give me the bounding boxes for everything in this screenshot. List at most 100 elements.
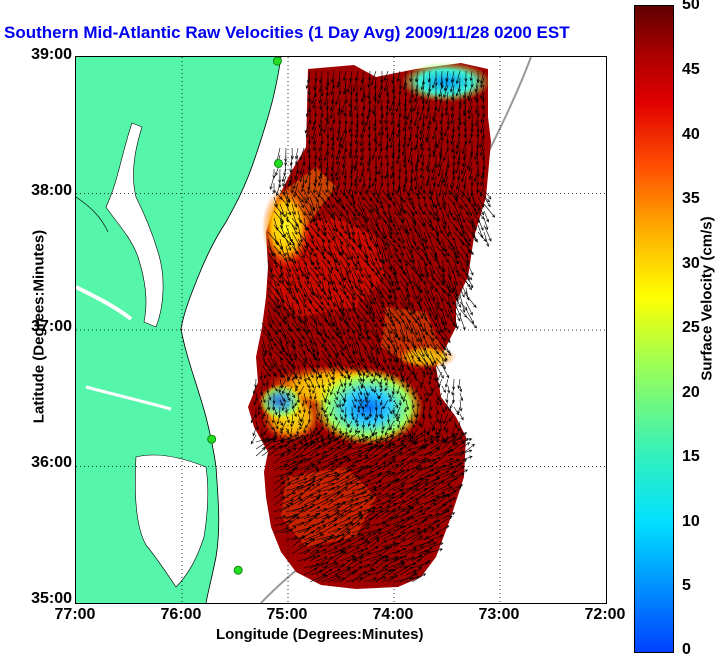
velocity-arrow [307,147,312,159]
velocity-arrow [291,498,304,506]
velocity-arrow [360,91,365,103]
velocity-arrow [339,510,353,520]
velocity-arrow [374,141,378,152]
velocity-arrow [399,448,412,457]
velocity-arrow [361,420,366,429]
velocity-arrow [356,420,360,428]
velocity-arrow [327,357,336,372]
velocity-arrow [357,568,376,576]
velocity-arrow [297,294,306,309]
velocity-arrow [473,168,479,183]
velocity-arrow [462,154,467,168]
velocity-arrow [261,434,266,443]
velocity-arrow [422,427,426,434]
velocity-arrow [411,457,428,464]
velocity-arrow [423,273,434,290]
velocity-arrow [374,413,378,422]
velocity-arrow [480,77,485,89]
velocity-arrow [360,126,365,139]
velocity-arrow [453,294,462,308]
velocity-arrow [405,252,412,263]
velocity-arrow [405,364,415,376]
velocity-arrow [309,562,325,569]
velocity-arrow [428,378,432,386]
velocity-arrow [312,98,317,109]
colorbar-title: Surface Velocity (cm/s) [698,216,716,381]
velocity-arrow [333,252,341,267]
velocity-arrow [416,399,420,408]
velocity-arrow [367,77,371,88]
velocity-arrow [273,427,277,436]
velocity-arrow [369,378,374,384]
velocity-arrow [369,445,382,457]
velocity-arrow [297,443,313,457]
velocity-arrow [324,406,329,414]
velocity-arrow [315,315,322,327]
velocity-arrow [330,161,335,178]
velocity-arrow [405,399,410,411]
velocity-arrow [304,119,311,134]
velocity-arrow [304,420,311,429]
velocity-arrow [393,525,404,534]
velocity-arrow [423,301,432,317]
velocity-arrow [405,273,414,290]
velocity-arrow [321,447,334,457]
velocity-arrow [428,371,432,380]
velocity-arrow [369,406,373,418]
velocity-arrow [471,196,481,212]
velocity-arrow [315,357,320,369]
velocity-arrow [423,532,440,541]
velocity-arrow [423,266,429,279]
velocity-arrow [415,70,419,83]
velocity-arrow [307,175,311,191]
velocity-arrow [393,336,400,351]
velocity-arrow [389,392,395,403]
velocity-arrow [480,70,485,85]
velocity-arrow [429,494,446,506]
velocity-arrow [351,560,363,569]
velocity-arrow [396,70,401,83]
velocity-arrow [297,343,306,355]
velocity-arrow [338,427,342,435]
velocity-arrow [318,147,323,162]
velocity-arrow [406,371,413,381]
velocity-arrow [351,413,355,421]
velocity-arrow [297,196,304,209]
colorbar-tick-label: 15 [682,448,700,465]
velocity-arrow [375,500,392,506]
velocity-arrow [374,161,378,176]
velocity-arrow [411,203,417,215]
velocity-arrow [369,568,389,576]
velocity-arrow [309,252,314,266]
velocity-arrow [465,252,470,264]
velocity-arrow [393,566,408,576]
velocity-arrow [411,478,429,492]
velocity-arrow [297,329,304,340]
velocity-arrow [351,224,356,236]
velocity-arrow [315,515,330,527]
velocity-arrow [267,357,274,370]
velocity-arrow [295,385,299,392]
velocity-arrow [381,259,387,278]
velocity-arrow [443,168,449,183]
velocity-arrow [403,154,407,168]
velocity-arrow [387,525,407,534]
velocity-arrow [417,287,423,302]
velocity-arrow [265,378,269,387]
velocity-arrow [351,549,364,555]
velocity-arrow [447,442,458,450]
velocity-arrow [369,385,374,392]
velocity-arrow [423,441,434,450]
velocity-arrow [252,427,257,437]
velocity-arrow [435,493,451,506]
velocity-arrow [381,231,390,248]
velocity-arrow [378,392,383,400]
velocity-arrow [369,532,382,541]
velocity-arrow [255,437,269,443]
velocity-arrow [354,147,359,159]
velocity-arrow [423,492,435,499]
velocity-arrow [357,322,365,340]
velocity-arrow [321,455,339,464]
velocity-arrow [363,536,380,548]
velocity-arrow [370,70,377,86]
